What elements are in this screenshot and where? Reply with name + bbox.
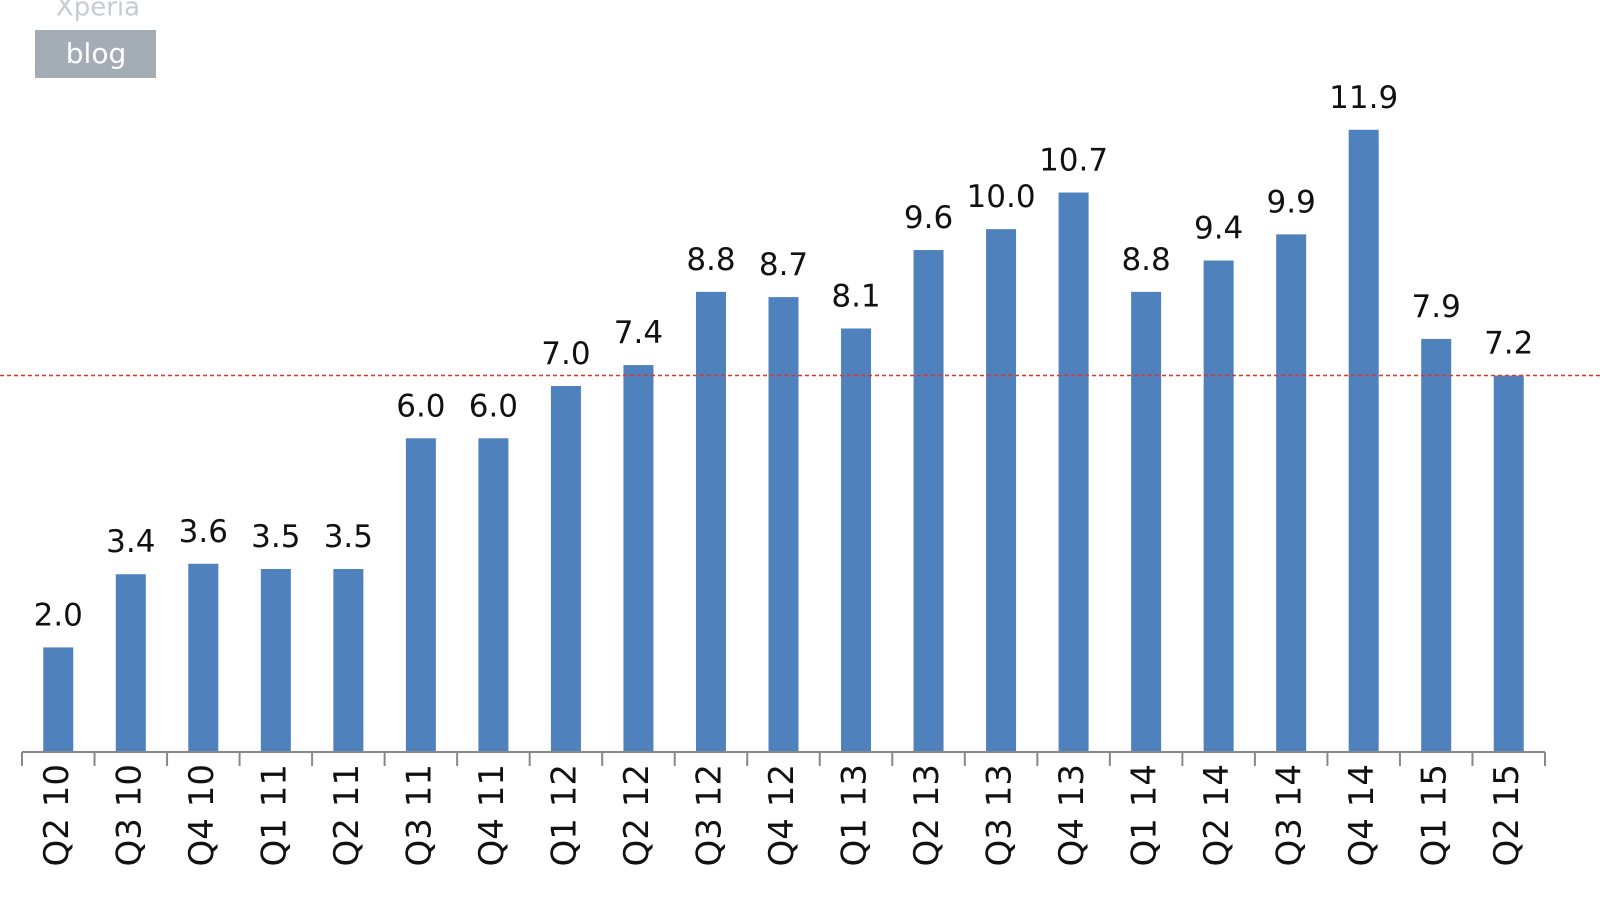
bar <box>913 250 944 753</box>
x-tick-label: Q2 15 <box>1487 764 1527 866</box>
value-label: 9.4 <box>1194 211 1243 247</box>
watermark-text: blog <box>66 37 126 70</box>
bar <box>260 569 291 752</box>
x-tick-label: Q3 12 <box>689 764 729 866</box>
x-tick-label: Q3 11 <box>399 764 439 866</box>
bar <box>841 328 872 752</box>
value-label: 3.6 <box>179 514 228 550</box>
x-tick-label: Q1 12 <box>544 764 584 866</box>
x-tick-label: Q1 11 <box>254 764 294 866</box>
bar <box>1276 234 1307 752</box>
x-tick-label: Q1 14 <box>1125 764 1165 866</box>
bar <box>333 569 364 752</box>
value-label: 10.0 <box>967 179 1036 215</box>
value-label: 9.6 <box>904 200 953 236</box>
watermark-text: Xperia <box>56 0 140 23</box>
bar <box>1493 375 1524 752</box>
value-label: 6.0 <box>469 388 518 424</box>
value-label: 8.7 <box>759 247 808 283</box>
x-tick-label: Q4 11 <box>472 764 512 866</box>
bar <box>1348 129 1379 753</box>
x-tick-label: Q3 10 <box>109 764 149 866</box>
bar <box>986 229 1017 753</box>
value-label: 6.0 <box>396 388 445 424</box>
x-tick-label: Q2 10 <box>37 764 77 866</box>
value-label: 3.5 <box>251 519 300 555</box>
bar <box>1058 192 1089 753</box>
x-tick-label: Q2 12 <box>617 764 657 866</box>
x-tick-label: Q3 13 <box>980 764 1020 866</box>
x-tick-label: Q3 14 <box>1270 764 1310 866</box>
value-label: 8.1 <box>831 278 880 314</box>
x-tick-label: Q2 11 <box>327 764 367 866</box>
value-label: 3.4 <box>106 524 155 560</box>
bar <box>43 647 74 752</box>
bar <box>405 438 436 752</box>
bar <box>1131 291 1162 752</box>
bar <box>768 297 799 752</box>
x-tick-label: Q2 13 <box>907 764 947 866</box>
bar <box>1421 338 1452 752</box>
value-label: 2.0 <box>34 597 83 633</box>
bar <box>478 438 509 752</box>
x-tick-label: Q4 12 <box>762 764 802 866</box>
bar <box>188 563 219 752</box>
value-label: 7.4 <box>614 315 663 351</box>
bar <box>1203 260 1234 752</box>
value-label: 8.8 <box>1121 242 1170 278</box>
x-tick-label: Q2 14 <box>1197 764 1237 866</box>
bar <box>623 365 654 752</box>
x-tick-label: Q4 10 <box>182 764 222 866</box>
x-tick-label: Q4 14 <box>1342 764 1382 866</box>
value-label: 7.2 <box>1484 326 1533 362</box>
x-tick-label: Q4 13 <box>1052 764 1092 866</box>
value-label: 7.0 <box>541 336 590 372</box>
x-tick-label: Q1 13 <box>835 764 875 866</box>
value-label: 8.8 <box>686 242 735 278</box>
value-label: 11.9 <box>1329 80 1398 116</box>
bar <box>695 291 726 752</box>
bar <box>550 386 581 752</box>
value-label: 9.9 <box>1267 184 1316 220</box>
value-label: 10.7 <box>1039 143 1108 179</box>
watermark-box <box>35 30 156 78</box>
x-tick-label: Q1 15 <box>1415 764 1455 866</box>
bar <box>115 574 146 752</box>
value-label: 3.5 <box>324 519 373 555</box>
value-label: 7.9 <box>1412 289 1461 325</box>
